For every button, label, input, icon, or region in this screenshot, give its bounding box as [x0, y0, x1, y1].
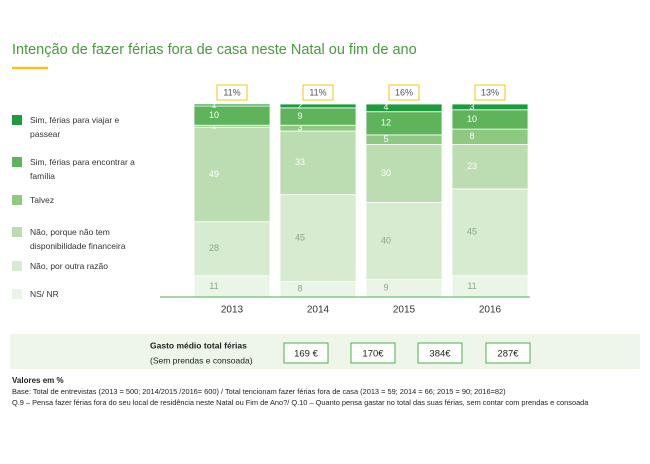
- data-label: 49: [209, 169, 219, 179]
- bar-segment: [193, 103, 271, 107]
- spending-label: 287€: [497, 349, 519, 360]
- bar-segment: [279, 281, 357, 298]
- bar-segment: [279, 124, 357, 132]
- bar-segment: [451, 128, 529, 145]
- bar-segment: [193, 275, 271, 298]
- bar-segment: [279, 103, 357, 109]
- bar-segment: [365, 103, 443, 113]
- x-tick-label: 2014: [307, 305, 330, 316]
- data-label: 30: [381, 168, 391, 178]
- data-label: 11: [209, 281, 218, 291]
- data-label: 28: [209, 243, 219, 253]
- data-label: 8: [469, 131, 474, 141]
- note: Valores em %: [12, 376, 64, 385]
- total-box: [388, 84, 420, 101]
- legend-swatch: [12, 115, 22, 125]
- legend-label: Talvez: [30, 195, 55, 205]
- data-label: 45: [467, 227, 477, 237]
- legend-swatch: [12, 195, 22, 205]
- data-label: 1: [211, 99, 216, 109]
- spending-box: [350, 342, 396, 364]
- legend-label: Não, porque não tem disponibilidade fina…: [30, 227, 126, 251]
- legend-label: Não, por outra razão: [30, 261, 108, 271]
- spending-box: [417, 342, 463, 364]
- data-label: 12: [381, 118, 391, 128]
- total-box: [474, 84, 506, 101]
- bar-segment: [193, 221, 271, 277]
- legend-swatch: [12, 227, 22, 237]
- bar-segment: [279, 130, 357, 196]
- data-label: 3: [469, 101, 474, 111]
- spending-title: Gasto médio total férias: [150, 340, 247, 350]
- legend-label: Sim, férias para viajar e passear: [30, 115, 120, 139]
- data-label: 40: [381, 235, 391, 245]
- spending-box: [283, 342, 329, 364]
- bar-segment: [193, 126, 271, 223]
- total-label: 13%: [481, 87, 499, 97]
- total-box: [216, 84, 248, 101]
- legend-label: Sim, férias para encontrar a família: [30, 157, 135, 181]
- data-label: 5: [383, 134, 388, 144]
- note: Q.9 – Pensa fazer férias fora do seu loc…: [12, 398, 589, 407]
- data-label: 9: [297, 111, 302, 121]
- data-label: 23: [467, 161, 477, 171]
- x-tick-label: 2015: [393, 305, 416, 316]
- data-label: 4: [383, 102, 388, 112]
- bar-segment: [279, 107, 357, 126]
- spending-label: 169 €: [294, 349, 318, 360]
- bar-segment: [365, 134, 443, 145]
- bar-segment: [451, 103, 529, 111]
- x-tick-label: 2016: [479, 305, 502, 316]
- data-label: 45: [295, 233, 305, 243]
- bar-segment: [365, 144, 443, 203]
- spending-label: 384€: [429, 349, 451, 360]
- legend-label: NS/ NR: [30, 289, 59, 299]
- data-label: 10: [209, 110, 219, 120]
- total-label: 11%: [223, 87, 240, 97]
- data-label: 2: [297, 100, 302, 110]
- data-label: 9: [383, 283, 388, 293]
- total-box: [302, 84, 334, 101]
- chart-title: Intenção de fazer férias fora de casa ne…: [12, 42, 417, 58]
- bar-segment: [365, 279, 443, 298]
- legend-swatch: [12, 261, 22, 271]
- note: Base: Total de entrevistas (2013 = 500; …: [12, 387, 506, 396]
- data-label: 10: [467, 114, 477, 124]
- legend-swatch: [12, 289, 22, 299]
- bar-segment: [451, 109, 529, 130]
- bar-segment: [451, 144, 529, 190]
- legend-swatch: [12, 157, 22, 167]
- total-label: 11%: [309, 87, 326, 97]
- data-label: 8: [297, 284, 302, 294]
- bar-segment: [365, 111, 443, 136]
- spending-subtitle: (Sem prendas e consoada): [150, 355, 253, 365]
- total-label: 16%: [395, 87, 413, 97]
- bar-segment: [365, 202, 443, 281]
- x-tick-label: 2013: [221, 305, 244, 316]
- bar-segment: [451, 275, 529, 298]
- data-label: 3: [297, 123, 302, 133]
- spending-label: 170€: [362, 349, 384, 360]
- spending-box: [485, 342, 531, 364]
- bar-segment: [279, 194, 357, 282]
- data-label: 11: [467, 281, 476, 291]
- bar-segment: [193, 105, 271, 126]
- bar-segment: [451, 188, 529, 277]
- data-label: 33: [295, 157, 305, 167]
